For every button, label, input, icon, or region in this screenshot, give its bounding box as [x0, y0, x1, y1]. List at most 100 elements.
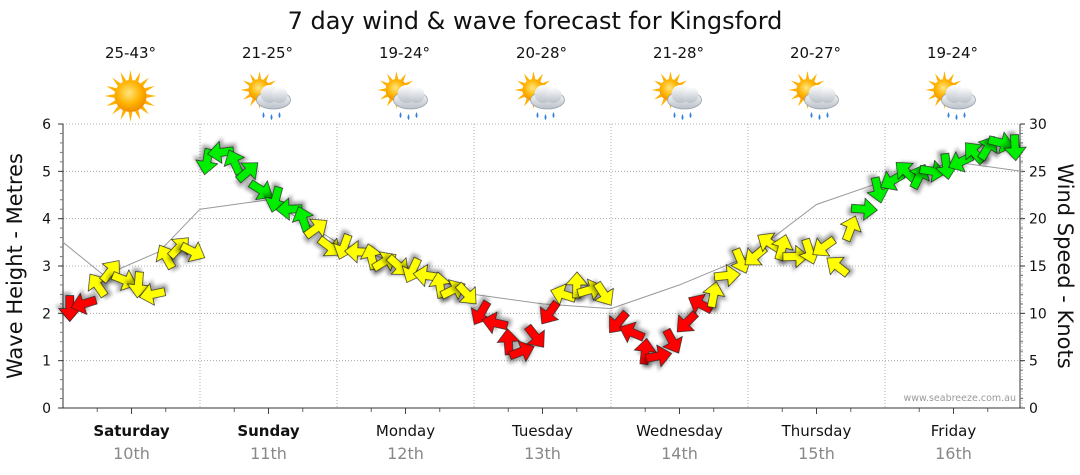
y-tick-label-right: 30 — [1029, 117, 1047, 133]
y-tick-label-left: 5 — [42, 164, 51, 180]
wind-arrow — [619, 321, 646, 344]
y-axis-left-label: Wave Height - Metres — [3, 153, 27, 379]
sun-ray — [380, 80, 388, 86]
y-tick-label-left: 3 — [42, 259, 51, 275]
date-label: 16th — [935, 444, 972, 463]
sun-ray — [377, 88, 386, 92]
day-label: Thursday — [781, 422, 852, 440]
rain-icon — [399, 112, 418, 120]
chart-title: 7 day wind & wave forecast for Kingsford — [288, 7, 783, 35]
sun-ray — [788, 88, 797, 92]
wind-arrow — [70, 292, 98, 316]
wind-arrow — [1003, 134, 1027, 162]
sun-cloud-rain-icon — [925, 71, 976, 120]
sun-ray — [654, 94, 662, 100]
sun-ray — [816, 80, 824, 86]
y-tick-label-left: 4 — [42, 212, 51, 228]
sun-ray — [942, 71, 947, 80]
sun-ray — [257, 71, 262, 80]
rain-drop — [278, 112, 281, 118]
sun-ray — [798, 73, 804, 82]
sun-ray — [654, 80, 662, 86]
sun-ray — [128, 70, 133, 81]
sun-cloud-rain-icon — [514, 71, 565, 120]
date-label: 15th — [798, 444, 835, 463]
wind-arrow — [593, 280, 614, 306]
cloud-shape — [271, 87, 288, 103]
rain-drop — [407, 114, 410, 120]
date-label: 14th — [661, 444, 698, 463]
sun-cloud-rain-icon — [377, 71, 428, 120]
cloud-icon — [256, 85, 291, 110]
rain-drop — [681, 114, 684, 120]
sun-ray — [128, 111, 133, 122]
wind-arrow — [539, 299, 561, 325]
day-label: Sunday — [237, 422, 300, 440]
sun-ray — [679, 80, 687, 86]
rain-drop — [818, 114, 821, 120]
wind-arrow — [839, 215, 862, 243]
rain-icon — [536, 112, 555, 120]
day-label: Saturday — [93, 422, 170, 440]
sun-ray — [250, 73, 256, 82]
sun-ray — [517, 94, 525, 100]
sun-ray — [120, 109, 127, 121]
sun-ray — [134, 109, 141, 121]
wind-arrow — [207, 140, 235, 165]
rain-drop — [689, 112, 692, 118]
rain-drop — [947, 112, 950, 118]
y-tick-label-left: 2 — [42, 306, 51, 322]
wind-arrow — [195, 147, 219, 176]
sun-disc — [114, 80, 147, 112]
y-tick-label-right: 10 — [1029, 306, 1047, 322]
wind-speed-series — [58, 131, 1027, 368]
rain-drop — [810, 112, 813, 118]
sun-ray — [394, 71, 399, 80]
cloud-shape — [408, 87, 425, 103]
y-tick-label-left: 0 — [42, 401, 51, 417]
sun-ray — [791, 80, 799, 86]
wind-arrow — [965, 142, 987, 166]
cloud-icon — [804, 85, 839, 110]
sun-ray — [953, 80, 961, 86]
wind-arrow — [385, 253, 409, 276]
sun-ray — [400, 73, 406, 82]
wind-arrow — [247, 179, 274, 201]
rain-drop — [673, 112, 676, 118]
sun-ray — [811, 73, 817, 82]
sun-ray — [531, 71, 536, 80]
rain-drop — [399, 112, 402, 118]
rain-icon — [673, 112, 692, 120]
sun-ray — [928, 94, 936, 100]
wave-height-series — [62, 161, 1023, 310]
wind-arrow — [524, 323, 545, 348]
temperature-range: 21-28° — [653, 44, 704, 62]
sun-icon — [104, 70, 157, 122]
sun-ray — [805, 71, 810, 80]
sun-ray — [140, 105, 149, 115]
sun-ray — [935, 73, 941, 82]
sun-ray — [243, 94, 251, 100]
rain-icon — [947, 112, 966, 120]
sun-ray — [387, 98, 393, 107]
day-label: Friday — [931, 422, 977, 440]
sun-ray — [112, 77, 121, 87]
sun-ray — [925, 88, 934, 92]
rain-drop — [262, 112, 265, 118]
day-headers: 25-43° 21-25° 19-24° 20-28° 21-28° 20-27° 19-2… — [104, 44, 978, 122]
y-tick-label-right: 5 — [1029, 354, 1038, 370]
sun-ray — [517, 80, 525, 86]
sun-ray — [514, 88, 523, 92]
wind-arrow — [428, 271, 452, 299]
cloud-icon — [941, 85, 976, 110]
wind-arrow — [454, 281, 477, 305]
y-tick-label-left: 1 — [42, 354, 51, 370]
cloud-icon — [530, 85, 565, 110]
rain-drop — [963, 112, 966, 118]
rain-drop — [270, 114, 273, 120]
wind-arrow — [826, 256, 851, 278]
temperature-range: 20-27° — [790, 44, 841, 62]
sun-ray — [524, 98, 530, 107]
sun-ray — [948, 73, 954, 82]
